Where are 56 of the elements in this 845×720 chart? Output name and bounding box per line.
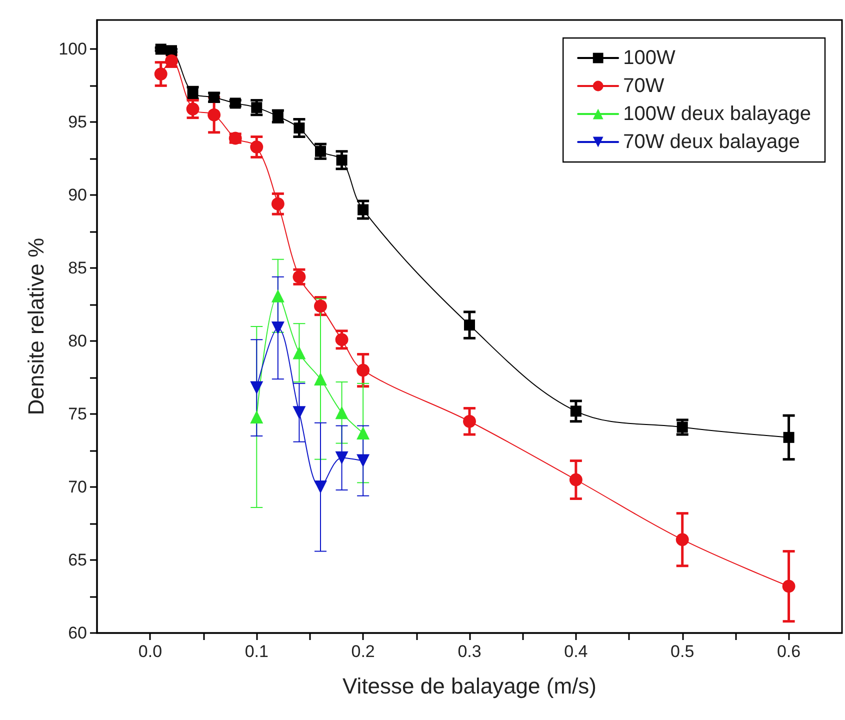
legend-label: 70W [623, 75, 664, 97]
point [314, 372, 327, 386]
x-tick-label: 0.4 [564, 642, 588, 661]
point [208, 108, 221, 122]
point [314, 300, 327, 313]
point [335, 451, 348, 464]
point [782, 580, 796, 593]
legend-label: 100W [623, 47, 676, 69]
legend-label: 70W deux balayage [623, 131, 800, 153]
y-tick-label: 70 [68, 478, 87, 497]
point [186, 102, 200, 116]
point [294, 122, 305, 134]
point [251, 102, 262, 114]
point [187, 87, 198, 98]
point [315, 146, 326, 157]
point [356, 426, 370, 440]
point [358, 204, 369, 216]
y-tick-label: 100 [58, 40, 87, 59]
point [356, 454, 370, 468]
point [314, 480, 327, 494]
y-tick-label: 60 [68, 624, 87, 642]
legend-label: 100W deux balayage [623, 103, 812, 125]
point [783, 432, 794, 443]
point [292, 406, 306, 420]
point [250, 381, 264, 394]
y-tick-label: 75 [68, 404, 87, 424]
point [569, 473, 582, 486]
y-tick-label: 95 [68, 112, 87, 132]
point [676, 533, 689, 546]
point [250, 140, 264, 154]
point [463, 414, 476, 428]
x-tick-label: 0.2 [351, 642, 375, 661]
point [154, 68, 168, 80]
point [271, 321, 284, 334]
point [570, 406, 582, 417]
point [676, 422, 688, 433]
point [336, 154, 348, 166]
x-tick-label: 0.1 [244, 642, 268, 661]
point [464, 320, 475, 331]
x-tick-label: 0.6 [776, 642, 801, 661]
y-tick-label: 90 [68, 186, 87, 205]
x-axis-title: Vitesse de balayage (m/s) [342, 674, 596, 698]
y-tick-label: 80 [68, 332, 87, 351]
x-tick-label: 0.3 [458, 642, 482, 661]
point [356, 364, 370, 377]
point [335, 406, 348, 420]
y-axis-title: Densite relative % [24, 238, 48, 416]
point [335, 333, 348, 346]
y-tick-label: 85 [68, 258, 87, 278]
point [292, 346, 306, 360]
point [271, 197, 284, 210]
x-tick-label: 0.5 [670, 642, 694, 661]
point [250, 410, 264, 424]
x-tick-label: 0.0 [138, 642, 162, 661]
point [271, 289, 284, 302]
y-tick-label: 65 [68, 550, 87, 570]
